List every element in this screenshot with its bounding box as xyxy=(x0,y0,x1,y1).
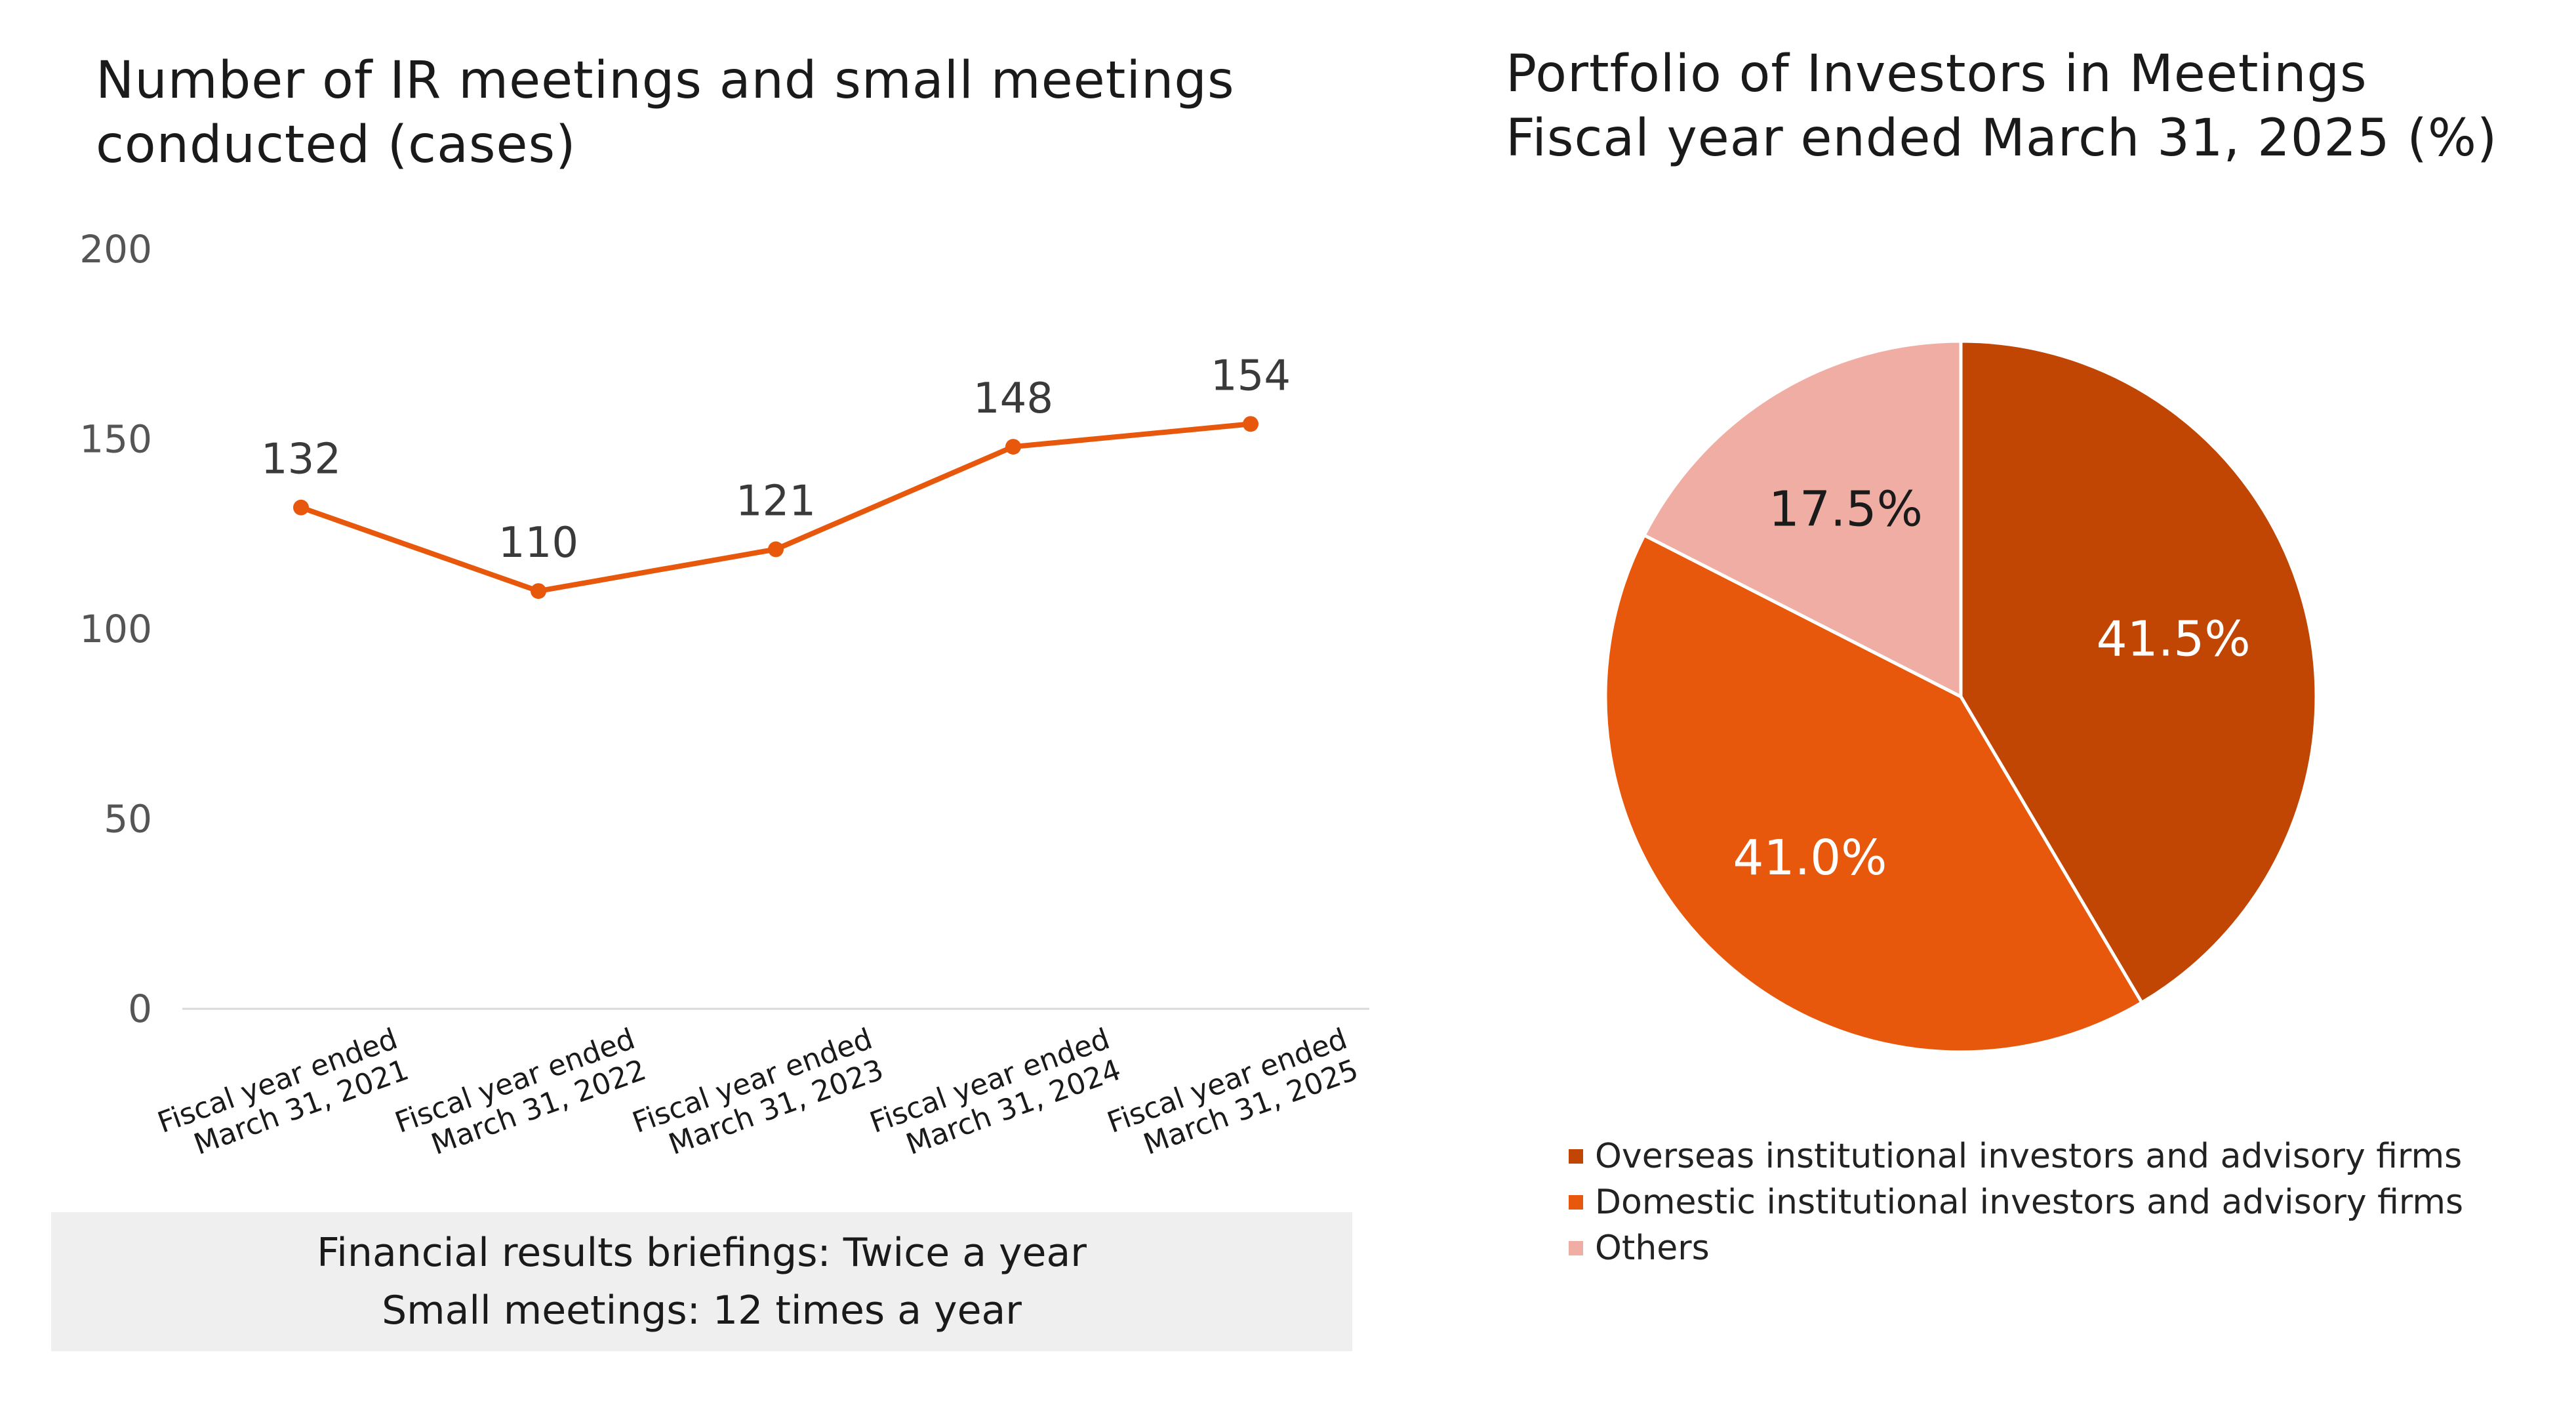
data-point xyxy=(531,583,546,600)
data-label: 110 xyxy=(498,519,578,567)
pie-chart: 41.5% 41.0% 17.5% Overseas institutional in… xyxy=(1569,339,2463,1268)
x-tick-label: Fiscal year endedMarch 31, 2024 xyxy=(866,1022,1125,1170)
legend-swatch xyxy=(1569,1149,1583,1164)
legend-swatch xyxy=(1569,1195,1583,1210)
pie-slice-label: 41.5% xyxy=(2097,611,2251,667)
line-chart: 0 50 100 150 200 132 110 121 148 154 Fiscal year e… xyxy=(79,227,1369,1170)
x-tick-label: Fiscal year endedMarch 31, 2021 xyxy=(153,1022,413,1170)
meetings-note: Financial results briefings: Twice a yea… xyxy=(51,1212,1352,1351)
data-point xyxy=(768,541,784,558)
data-point xyxy=(1243,416,1258,432)
legend-label: Overseas institutional investors and adv… xyxy=(1595,1137,2462,1176)
data-point xyxy=(293,499,309,516)
x-tick-label: Fiscal year endedMarch 31, 2025 xyxy=(1103,1022,1363,1170)
note-line-2: Small meetings: 12 times a year xyxy=(382,1288,1022,1334)
data-label: 148 xyxy=(973,375,1053,423)
data-label: 121 xyxy=(736,477,816,525)
line-chart-title-line-1: Number of IR meetings and small meetings xyxy=(96,51,1235,110)
x-tick-label: Fiscal year endedMarch 31, 2022 xyxy=(391,1022,651,1170)
pie-slice-label: 41.0% xyxy=(1733,830,1887,886)
pie-slice xyxy=(1641,339,1963,700)
pie-slice xyxy=(1959,339,2318,1005)
pie-chart-title-line-2: Fiscal year ended March 31, 2025 (%) xyxy=(1506,109,2498,168)
data-label: 154 xyxy=(1211,352,1291,400)
note-line-1: Financial results briefings: Twice a yea… xyxy=(317,1230,1087,1276)
y-tick-label: 150 xyxy=(79,417,152,462)
data-label: 132 xyxy=(261,436,341,484)
pie-slice-label: 17.5% xyxy=(1769,481,1923,537)
legend-label: Others xyxy=(1595,1229,1710,1268)
y-tick-label: 200 xyxy=(79,227,152,272)
y-tick-label: 0 xyxy=(128,987,152,1031)
y-tick-label: 50 xyxy=(104,797,152,842)
data-point xyxy=(1005,439,1021,455)
line-chart-title-line-2: conducted (cases) xyxy=(96,115,576,174)
pie-chart-title: Portfolio of Investors in Meetings Fisca… xyxy=(1506,42,2568,171)
x-tick-label: Fiscal year endedMarch 31, 2023 xyxy=(628,1022,888,1170)
y-tick-label: 100 xyxy=(79,607,152,651)
line-chart-title: Number of IR meetings and small meetings… xyxy=(96,49,1342,177)
legend-swatch xyxy=(1569,1241,1583,1255)
pie-slice xyxy=(1603,533,2144,1054)
pie-chart-title-line-1: Portfolio of Investors in Meetings xyxy=(1506,45,2367,104)
legend-label: Domestic institutional investors and adv… xyxy=(1595,1183,2463,1222)
